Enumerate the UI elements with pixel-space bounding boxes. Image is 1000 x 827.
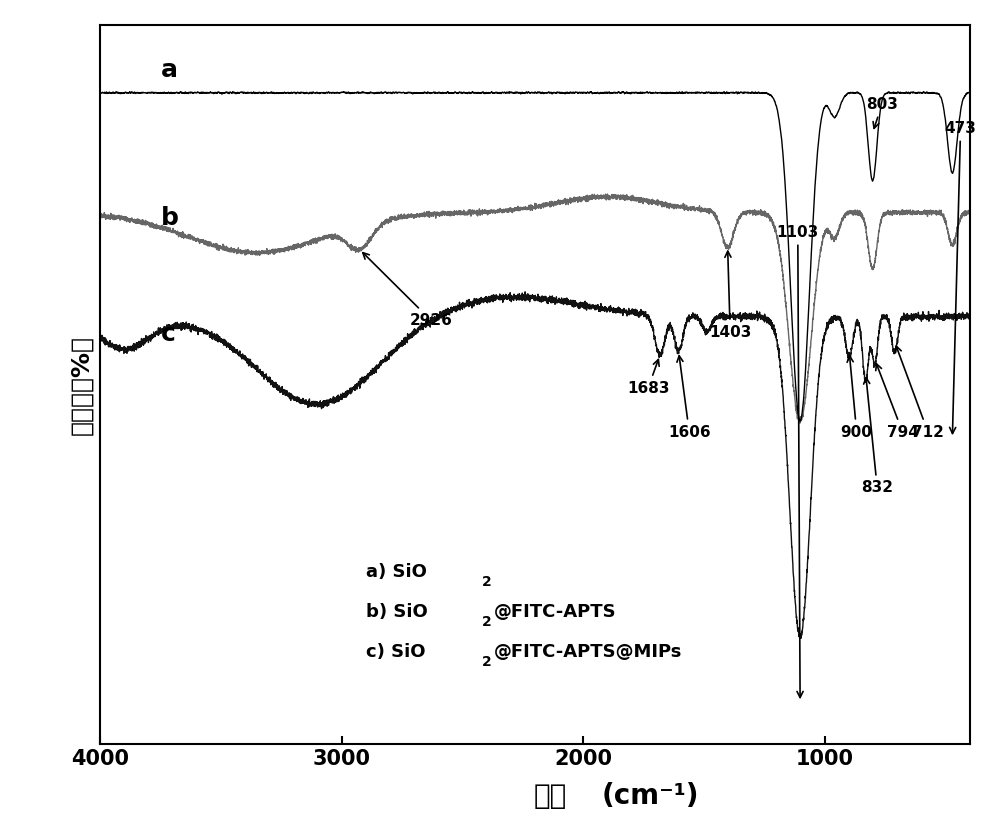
Y-axis label: 透光率（%）: 透光率（%） xyxy=(69,335,93,434)
Text: 2: 2 xyxy=(482,576,492,590)
Text: a: a xyxy=(160,58,177,82)
Text: 900: 900 xyxy=(841,356,873,439)
Text: @FITC-APTS@MIPs: @FITC-APTS@MIPs xyxy=(494,643,682,662)
Text: 1403: 1403 xyxy=(709,251,751,340)
Text: a) SiO: a) SiO xyxy=(366,563,427,581)
Text: 473: 473 xyxy=(945,121,977,433)
Text: c) SiO: c) SiO xyxy=(366,643,425,662)
Text: 712: 712 xyxy=(895,347,944,439)
Text: 832: 832 xyxy=(861,378,893,495)
Text: 2: 2 xyxy=(482,655,492,669)
Text: @FITC-APTS: @FITC-APTS xyxy=(494,604,617,621)
Text: b) SiO: b) SiO xyxy=(366,604,428,621)
Text: 794: 794 xyxy=(876,364,919,439)
Text: 波数: 波数 xyxy=(533,782,567,810)
Text: 803: 803 xyxy=(866,97,898,128)
Text: 1683: 1683 xyxy=(627,360,669,395)
Text: 2926: 2926 xyxy=(363,253,452,327)
Text: 1103: 1103 xyxy=(777,225,819,697)
Text: 1606: 1606 xyxy=(668,356,711,439)
Text: 2: 2 xyxy=(482,615,492,629)
Text: c: c xyxy=(160,322,175,346)
Text: (cm⁻¹): (cm⁻¹) xyxy=(601,782,699,810)
Text: b: b xyxy=(160,206,178,230)
